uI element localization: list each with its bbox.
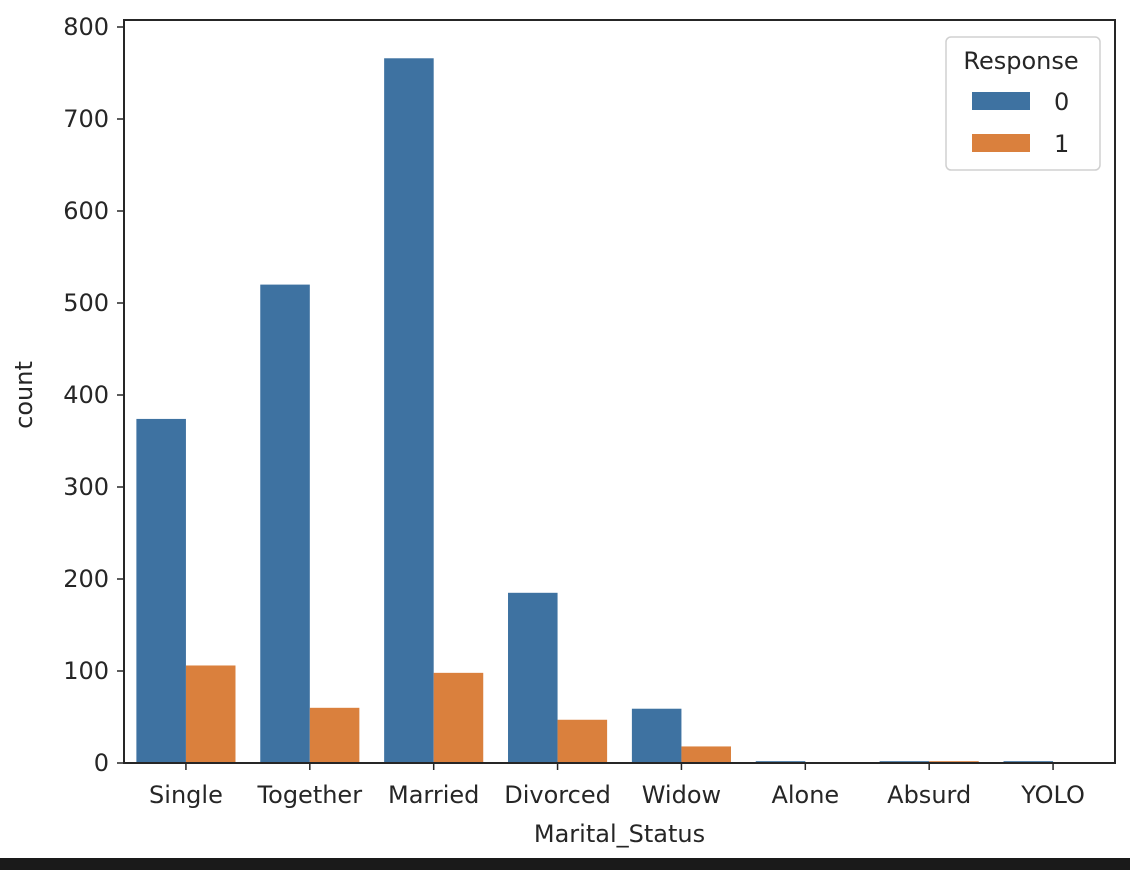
x-tick-label: Single [149,781,223,809]
bar-divorced-response-1 [557,719,608,763]
y-axis: 0 100 200 300 400 500 600 700 800 [63,13,124,777]
y-axis-label: count [10,361,38,429]
legend: Response 0 1 [945,36,1101,171]
bar-single-response-1 [185,665,236,763]
x-tick-label: Married [388,781,479,809]
bar-single-response-0 [136,418,186,763]
y-tick-label: 400 [63,381,109,409]
bar-divorced-response-0 [508,592,558,763]
y-tick-label: 200 [63,565,109,593]
bar-together-response-0 [260,284,310,763]
legend-swatch-1 [972,134,1030,152]
x-tick-label: Alone [771,781,839,809]
legend-label-0: 0 [1054,88,1069,116]
plot-frame [123,19,1116,764]
x-axis-label: Marital_Status [534,820,705,848]
x-axis: Single Together Married Divorced Widow Alone A… [149,763,1085,809]
bar-married-response-1 [433,672,484,763]
y-tick-label: 800 [63,13,109,41]
legend-label-1: 1 [1054,130,1069,158]
x-tick-label: Together [257,781,363,809]
x-tick-label: Widow [642,781,721,809]
y-tick-label: 100 [63,657,109,685]
legend-swatch-0 [972,92,1030,110]
bottom-edge-bar [0,858,1130,870]
x-tick-label: Absurd [887,781,971,809]
legend-title: Response [963,47,1078,75]
bars-layer [136,58,1103,763]
bar-together-response-1 [309,707,360,763]
x-tick-label: Divorced [504,781,611,809]
bar-widow-response-0 [631,708,682,763]
x-tick-label: YOLO [1020,781,1085,809]
y-tick-label: 500 [63,289,109,317]
y-tick-label: 700 [63,105,109,133]
bar-married-response-0 [384,58,434,763]
y-tick-label: 0 [94,749,109,777]
y-tick-label: 600 [63,197,109,225]
y-tick-label: 300 [63,473,109,501]
bar-widow-response-1 [681,746,731,763]
